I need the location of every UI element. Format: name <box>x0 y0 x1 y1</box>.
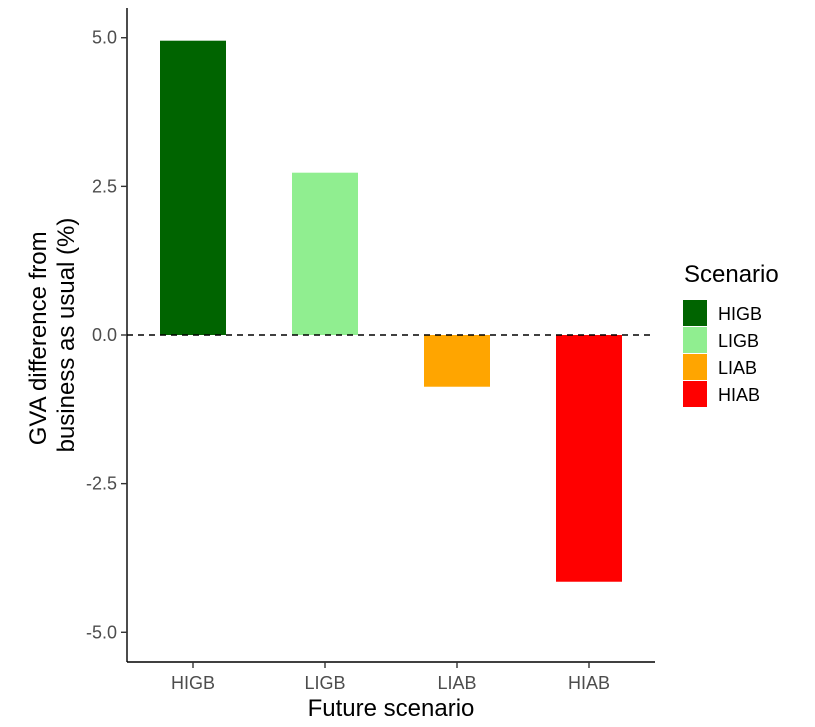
legend-label-hiab: HIAB <box>718 385 760 405</box>
x-axis-title: Future scenario <box>308 695 475 722</box>
legend: Scenario HIGB LIGB LIAB HIAB <box>683 261 779 407</box>
legend-items: HIGB LIGB LIAB HIAB <box>683 300 762 407</box>
x-tick-label: LIAB <box>437 673 476 693</box>
y-tick-label: 2.5 <box>92 176 117 196</box>
legend-key-ligb <box>683 327 707 353</box>
y-tick-label: -5.0 <box>86 622 117 642</box>
x-axis-ticks: HIGB LIGB LIAB HIAB <box>171 662 610 693</box>
y-axis-ticks: -5.0 -2.5 0.0 2.5 5.0 <box>86 28 127 642</box>
legend-key-higb <box>683 300 707 326</box>
x-tick-label: LIGB <box>304 673 345 693</box>
y-tick-label: -2.5 <box>86 474 117 494</box>
bars-layer <box>160 40 622 582</box>
x-tick-label: HIAB <box>568 673 610 693</box>
y-axis-title-line-2: business as usual (%) <box>53 218 80 453</box>
x-tick-label: HIGB <box>171 673 215 693</box>
bar-liab <box>424 335 490 387</box>
legend-title: Scenario <box>684 261 779 288</box>
legend-label-liab: LIAB <box>718 358 757 378</box>
legend-label-higb: HIGB <box>718 304 762 324</box>
legend-label-ligb: LIGB <box>718 331 759 351</box>
bar-higb <box>160 40 226 335</box>
y-axis-title-line-1: GVA difference from <box>25 231 52 445</box>
bar-ligb <box>292 172 358 335</box>
y-tick-label: 0.0 <box>92 325 117 345</box>
y-axis-title: GVA difference from business as usual (%… <box>25 218 80 453</box>
y-tick-label: 5.0 <box>92 28 117 48</box>
bar-hiab <box>556 335 622 582</box>
legend-key-hiab <box>683 381 707 407</box>
legend-key-liab <box>683 354 707 380</box>
